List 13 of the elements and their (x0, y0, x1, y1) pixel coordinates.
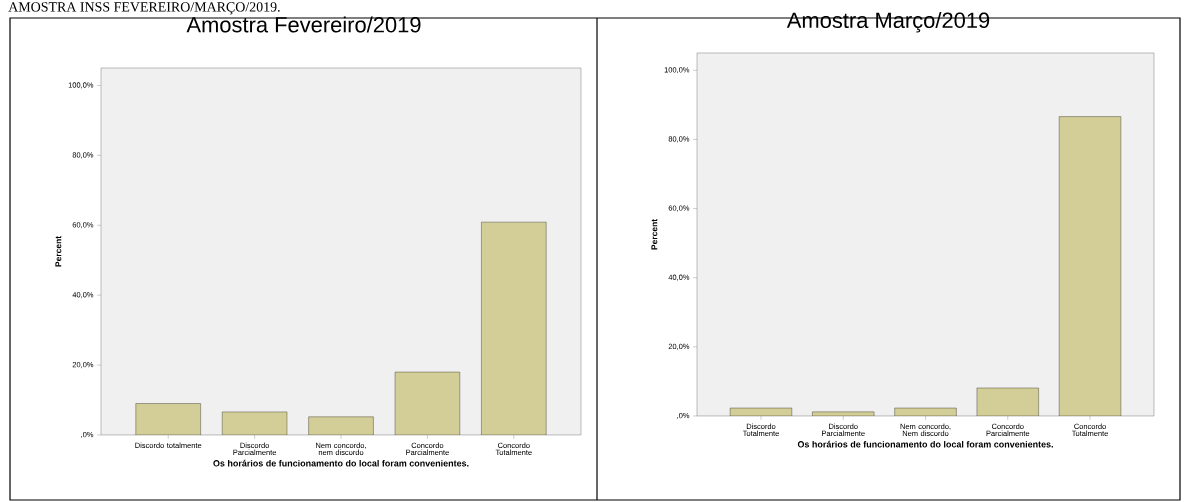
bar (308, 416, 374, 435)
bar (135, 403, 201, 435)
text: AMOSTRA INSS FEVEREIRO/MARÇO/2019. (8, 2, 280, 15)
bar (1058, 116, 1122, 416)
chart-title: Amostra Fevereiro/2019 (186, 16, 421, 33)
x-axis-title: Os horários de funcionamento do local foram convenientes. (213, 459, 469, 467)
x-axis-title: Os horários de funcionamento do local foram convenientes. (797, 440, 1053, 448)
bar (394, 371, 461, 435)
bar (481, 221, 547, 435)
chart-title: Amostra Março/2019 (786, 11, 990, 33)
y-axis-title: Percent (651, 219, 658, 250)
bar (976, 387, 1039, 416)
y-axis-title: Percent (55, 236, 62, 267)
